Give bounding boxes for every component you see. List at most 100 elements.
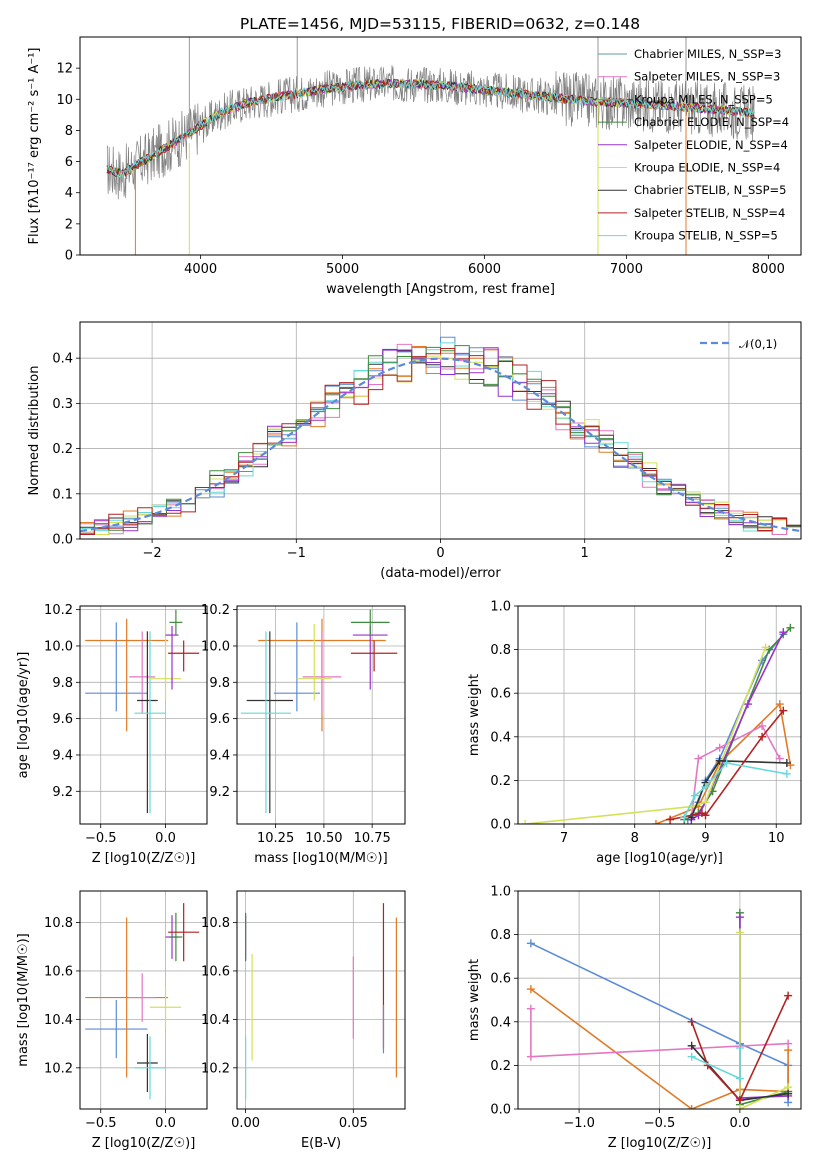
weight-marker: [666, 815, 675, 824]
x-tick-label: 0.00: [231, 1116, 260, 1131]
x-tick-label: 7: [560, 831, 568, 846]
weight-marker: [782, 769, 791, 778]
axes-frame: [517, 890, 802, 1110]
y-tick-label: 8: [65, 124, 73, 139]
y-tick-label: 0: [65, 249, 73, 264]
error-bar-point: [302, 631, 342, 714]
x-tick-label: 0.0: [730, 1116, 751, 1131]
error-bar-point: [168, 903, 200, 962]
legend-entry: Chabrier ELODIE, N_SSP=4: [634, 115, 789, 129]
panel-3: 10.25 10.50 10.75 9.2 9.4 9.6 9.8 10.0 10.2 mass …: [201, 603, 406, 866]
x-tick-label: 0.0: [155, 831, 176, 846]
weight-marker: [775, 754, 784, 763]
error-bar-point: [137, 1033, 158, 1093]
error-bar-point: [134, 1036, 166, 1100]
error-bar-point: [85, 1000, 148, 1059]
plot-area: [80, 336, 801, 535]
x-tick-label: 0.05: [339, 1116, 368, 1131]
legend-entry: 𝒩(0,1): [739, 337, 777, 351]
weight-marker: [701, 798, 710, 807]
error-bar-point: [169, 609, 183, 636]
legend-entry: Salpeter ELODIE, N_SSP=4: [634, 138, 788, 152]
y-axis-label: mass weight: [467, 674, 482, 756]
axes-frame: [79, 321, 802, 540]
error-bar-point: [273, 622, 321, 712]
figure-title: PLATE=1456, MJD=53115, FIBERID=0632, z=0…: [240, 15, 640, 33]
y-tick-label: 4: [65, 186, 73, 201]
error-bar-point: [350, 640, 398, 672]
x-tick-label: −0.5: [644, 1116, 676, 1131]
y-tick-label: 10.2: [44, 1061, 73, 1076]
y-tick-label: 9.2: [52, 785, 73, 800]
y-tick-label: 9.2: [209, 785, 230, 800]
y-axis-label: Normed distribution: [27, 366, 42, 496]
legend-entry: Salpeter MILES, N_SSP=3: [634, 70, 780, 84]
weight-marker: [758, 732, 767, 741]
panel-1: −2 −1 0 1 2 0.0 0.1 0.2 0.3 0.4 (data-model)/error…: [27, 321, 802, 581]
weight-marker: [735, 1096, 744, 1105]
error-bar-point: [350, 609, 390, 636]
weight-marker: [526, 1004, 535, 1013]
y-tick-label: 0.6: [490, 972, 511, 987]
error-bar-point: [240, 631, 292, 814]
y-tick-label: 0.2: [490, 774, 511, 789]
y-tick-label: 1.0: [490, 885, 511, 900]
weight-line: [690, 995, 789, 1102]
x-axis-label: wavelength [Angstrom, rest frame]: [326, 282, 555, 297]
x-tick-label: −0.5: [85, 1116, 117, 1131]
x-tick-label: 10.75: [354, 831, 391, 846]
weight-marker: [701, 811, 710, 820]
weight-marker: [526, 939, 535, 948]
y-tick-label: 2: [65, 217, 73, 232]
x-tick-label: −1: [287, 546, 306, 561]
weight-marker: [782, 758, 791, 767]
weight-marker: [701, 782, 710, 791]
y-axis-label: age [log10(age/yr)]: [16, 652, 31, 779]
x-tick-label: 9: [701, 831, 709, 846]
legend-entry: Kroupa MILES, N_SSP=5: [634, 92, 773, 106]
x-tick-label: −0.5: [85, 831, 117, 846]
weight-marker: [521, 820, 530, 824]
y-tick-label: 0.8: [490, 643, 511, 658]
weight-marker: [722, 758, 731, 767]
x-tick-label: 8: [631, 831, 639, 846]
plot-layer: 4000 5000 6000 7000 8000024681012wavelength …: [16, 36, 802, 1151]
error-bar-point: [85, 622, 148, 712]
weight-marker: [651, 820, 660, 824]
y-tick-label: 10.8: [201, 916, 230, 931]
axes-frame: [236, 605, 406, 825]
y-tick-label: 0.0: [490, 818, 511, 833]
legend-entry: Chabrier STELIB, N_SSP=5: [634, 183, 786, 197]
weight-marker: [680, 813, 689, 822]
x-tick-label: 10: [768, 831, 785, 846]
model-spectrum: [106, 79, 755, 179]
y-axis-label: Flux [fλ10⁻¹⁷ erg cm⁻² s⁻¹ A⁻¹]: [27, 48, 42, 245]
weight-marker: [735, 1074, 744, 1083]
legend-entry: Kroupa STELIB, N_SSP=5: [634, 229, 778, 243]
weight-marker: [761, 643, 770, 652]
y-tick-label: 10: [56, 93, 73, 108]
error-bar-point: [149, 985, 182, 1030]
error-bar-point: [296, 624, 332, 701]
weight-marker: [735, 928, 744, 937]
y-tick-label: 0.4: [490, 1015, 511, 1030]
panel-4: 7 8 9 10 0.0 0.2 0.4 0.6 0.8 1.0 age [log10(age/yr…: [467, 600, 802, 866]
axes-frame: [79, 605, 208, 825]
error-bar-point: [134, 631, 166, 814]
error-bar-point: [137, 631, 158, 814]
y-tick-label: 0.4: [490, 730, 511, 745]
x-axis-label: mass [log10(M/M☉)]: [254, 851, 387, 866]
weight-marker: [687, 1052, 696, 1061]
plot-area: [85, 903, 200, 1100]
error-bar-point: [129, 973, 156, 1022]
weight-marker: [779, 706, 788, 715]
weight-marker: [687, 1017, 696, 1026]
x-axis-label: Z [log10(Z/Z☉)]: [92, 1136, 196, 1151]
panel-2: −0.5 0.0 9.2 9.4 9.6 9.8 10.0 10.2 Z [log10(Z/Z☉…: [16, 603, 208, 866]
weight-line: [525, 647, 767, 824]
weight-marker: [526, 985, 535, 994]
x-tick-label: 8000: [752, 262, 785, 277]
x-axis-label: Z [log10(Z/Z☉)]: [92, 851, 196, 866]
